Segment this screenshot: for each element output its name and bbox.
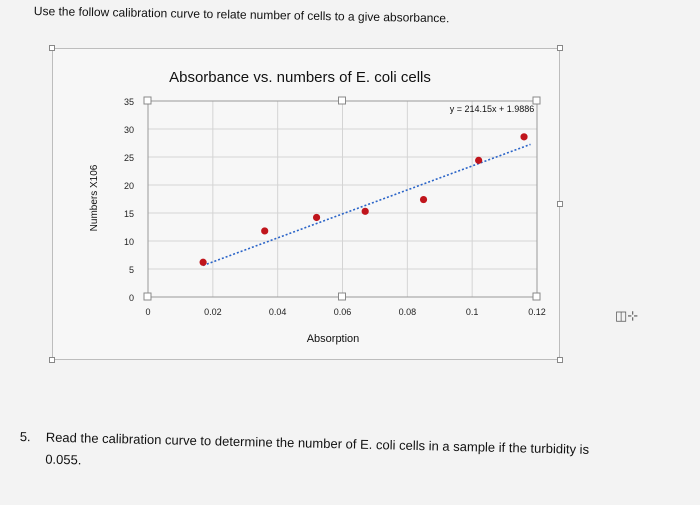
x-tick-label: 0.06 (334, 307, 352, 317)
resize-handle-bottom-left[interactable] (49, 357, 55, 363)
data-point (261, 227, 269, 235)
y-tick-label: 5 (129, 265, 134, 275)
data-point (312, 213, 321, 222)
x-axis-label: Absorption (307, 333, 360, 345)
x-tick-label: 0.1 (466, 307, 479, 317)
data-point (475, 156, 483, 164)
plot-resize-handle (532, 292, 541, 301)
y-tick-label: 0 (129, 293, 134, 303)
x-tick-label: 0.12 (528, 307, 546, 317)
y-tick-label: 15 (124, 209, 134, 219)
y-axis-label: Numbers X106 (89, 164, 100, 231)
y-tick-label: 25 (124, 153, 134, 163)
resize-handle-top-left[interactable] (49, 45, 55, 51)
y-tick-label: 10 (124, 237, 134, 247)
y-tick-label: 30 (124, 125, 134, 135)
resize-handle-top-right[interactable] (557, 45, 563, 51)
resize-handle-bottom-right[interactable] (557, 357, 563, 363)
question-text-continued: 0.055. (45, 451, 82, 468)
data-point (361, 207, 369, 215)
chart-frame[interactable] (52, 48, 560, 360)
data-point (520, 133, 528, 141)
chart-title: Absorbance vs. numbers of E. coli cells (169, 69, 431, 86)
x-tick-label: 0 (145, 307, 150, 317)
y-tick-label: 20 (124, 181, 134, 191)
plot-resize-handle (143, 96, 152, 105)
x-tick-label: 0.02 (204, 307, 222, 317)
y-tick-label: 35 (124, 97, 134, 107)
resize-handle-right[interactable] (557, 201, 563, 207)
trendline-equation: y = 214.15x + 1.9886 (450, 104, 535, 114)
plot-resize-handle (338, 96, 346, 105)
text-cursor-icon[interactable]: ◫⊹ (615, 308, 639, 323)
x-tick-label: 0.04 (269, 307, 287, 317)
plot-resize-handle (143, 292, 152, 301)
question-number: 5. (19, 428, 31, 445)
x-tick-label: 0.08 (399, 307, 417, 317)
plot-resize-handle (338, 292, 346, 301)
plot-resize-handle (532, 96, 541, 105)
data-point (199, 258, 207, 266)
data-point (419, 195, 428, 204)
